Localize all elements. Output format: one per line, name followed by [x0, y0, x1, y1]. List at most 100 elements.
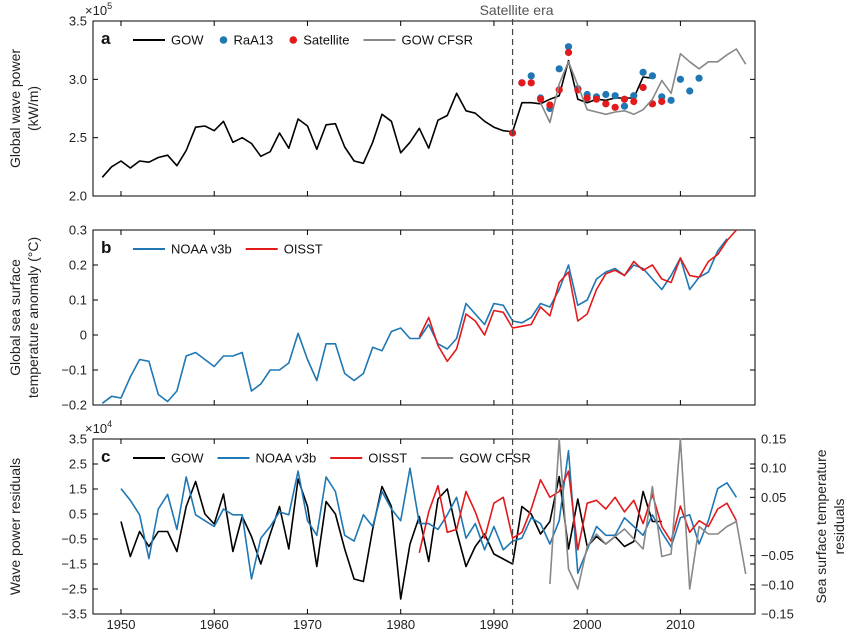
x-tick-label: 1950: [107, 617, 136, 632]
panel-c-legend: GOW NOAA v3b OISST GOW CFSR: [133, 451, 531, 466]
point-a-raa13: [602, 90, 610, 99]
panel-c-ytick-label: 1.5: [69, 482, 87, 497]
point-a-satellite: [602, 100, 610, 108]
legend-label-a-2: Satellite: [303, 33, 349, 48]
point-a-raa13: [564, 43, 573, 51]
panel-b-frame: [92, 229, 756, 406]
panel-c-frame: [92, 438, 756, 615]
panel-c-ytick-right-label: 0.10: [761, 461, 786, 476]
series-a-gow-cfsr: [539, 48, 747, 124]
panel-c-residuals: −3.5 −2.5 −1.5 −0.5 0.5 1.5 2.5 3.5 −0.15 −0.10 −0…: [7, 419, 847, 622]
point-a-satellite: [592, 95, 601, 103]
point-a-satellite: [620, 95, 629, 103]
point-a-satellite: [564, 48, 573, 57]
series-c-gow: [120, 475, 662, 600]
panel-c-ytick-label: −1.5: [61, 557, 87, 572]
legend-swatch-a-1: [219, 36, 228, 44]
legend-label-a-3: GOW CFSR: [402, 33, 474, 48]
panel-c-ytick-right-label: 0.05: [761, 490, 786, 505]
series-c-oisst: [418, 470, 738, 553]
panel-b-ytick-label: −0.1: [61, 363, 87, 378]
panel-a-ytick-label: 3.0: [69, 72, 87, 87]
panel-a-ytick-label: 2.0: [69, 189, 87, 204]
panel-b-ylabel: Global sea surface: [7, 259, 23, 376]
point-a-raa13: [639, 68, 647, 76]
point-a-raa13: [695, 74, 703, 82]
panel-b-sst-anomaly: −0.2 −0.1 0 0.1 0.2 0.3 Global sea surface temp…: [7, 223, 756, 413]
x-tick-label: 1960: [200, 617, 229, 632]
x-tick-label: 2010: [666, 617, 695, 632]
point-a-satellite: [527, 79, 535, 87]
panel-c-ytick-label: 2.5: [69, 457, 87, 472]
panel-a-y-exponent: ×105: [85, 1, 112, 18]
legend-label-a-1: RaA13: [234, 33, 274, 48]
panel-c-y-exponent: ×104: [85, 419, 112, 436]
panel-c-ytick-label: 3.5: [69, 432, 87, 447]
x-tick-label: 1990: [479, 617, 508, 632]
panel-a-ytick-label: 2.5: [69, 130, 87, 145]
panel-a-legend: GOW RaA13 Satellite GOW CFSR: [133, 33, 473, 48]
panel-a-ylabel: Global wave power: [7, 49, 23, 168]
point-a-satellite: [658, 97, 666, 106]
panel-c-ylabel: Wave power residuals: [7, 458, 23, 595]
panel-c-ytick-label: −0.5: [61, 532, 87, 547]
point-a-raa13: [667, 96, 675, 104]
panel-c-ytick-right-label: −0.10: [761, 577, 794, 592]
x-tick-label: 1980: [386, 617, 415, 632]
point-a-raa13: [555, 65, 563, 73]
panel-b-ytick-label: 0.1: [69, 293, 87, 308]
point-a-satellite: [611, 103, 619, 111]
legend-label-c-0: GOW: [171, 451, 204, 466]
panel-c-ylabel-right: Sea surface temperature: [813, 449, 829, 603]
satellite-era-label: Satellite era: [480, 2, 554, 18]
point-a-raa13: [648, 72, 657, 80]
point-a-raa13: [620, 102, 629, 110]
panel-c-ytick-label: 0.5: [69, 507, 87, 522]
legend-swatch-a-2: [289, 36, 298, 44]
legend-label-c-3: GOW CFSR: [459, 451, 531, 466]
series-b-oisst: [418, 229, 737, 363]
point-a-raa13: [527, 72, 535, 80]
point-a-raa13: [686, 87, 694, 95]
legend-label-b-0: NOAA v3b: [171, 242, 232, 257]
point-a-satellite: [546, 101, 554, 109]
legend-label-c-1: NOAA v3b: [256, 451, 317, 466]
legend-label-a-0: GOW: [171, 33, 204, 48]
panel-a-ylabel: (kW/m): [25, 86, 41, 131]
legend-label-b-1: OISST: [284, 242, 323, 257]
point-a-raa13: [630, 92, 638, 100]
panel-b-ytick-label: 0.2: [69, 258, 87, 273]
series-c-gow-cfsr: [549, 438, 747, 590]
x-tick-label: 2000: [573, 617, 602, 632]
panel-c-ytick-label: −2.5: [61, 582, 87, 597]
point-a-satellite: [639, 83, 647, 92]
panel-a-letter: a: [101, 29, 111, 48]
panel-c-ytick-right-label: 0.15: [761, 432, 786, 447]
panel-a-wave-power: 2.0 2.5 3.0 3.5×105 Global wave power (kW/m) a…: [7, 1, 756, 204]
panel-a-ytick-label: 3.5: [69, 14, 87, 29]
panel-b-ylabel: temperature anomaly (°C): [25, 237, 41, 398]
panel-b-legend: NOAA v3b OISST: [133, 242, 323, 257]
point-a-satellite: [630, 97, 638, 106]
panel-b-ytick-label: 0.3: [69, 223, 87, 238]
x-tick-label: 1970: [293, 617, 322, 632]
legend-label-c-2: OISST: [368, 451, 407, 466]
panel-a-frame: [92, 20, 756, 197]
panel-c-ytick-right-label: −0.15: [761, 607, 794, 622]
panel-b-ytick-label: −0.2: [61, 398, 87, 413]
point-a-satellite: [583, 94, 591, 102]
point-a-raa13: [676, 75, 685, 83]
point-a-satellite: [518, 79, 526, 87]
panel-b-letter: b: [101, 238, 111, 257]
x-axis: 1950 1960 1970 1980 1990 2000 2010: [107, 617, 695, 632]
point-a-raa13: [611, 92, 619, 100]
panel-c-ytick-right-label: −0.05: [761, 548, 794, 563]
panel-c-letter: c: [101, 447, 110, 466]
panel-b-ytick-label: 0: [80, 328, 87, 343]
panel-c-ylabel-right: residuals: [831, 498, 847, 554]
point-a-satellite: [536, 95, 545, 103]
series-a-gow: [101, 59, 653, 178]
panel-c-ytick-label: −3.5: [61, 607, 87, 622]
series-c-noaa-v3b: [120, 449, 738, 580]
